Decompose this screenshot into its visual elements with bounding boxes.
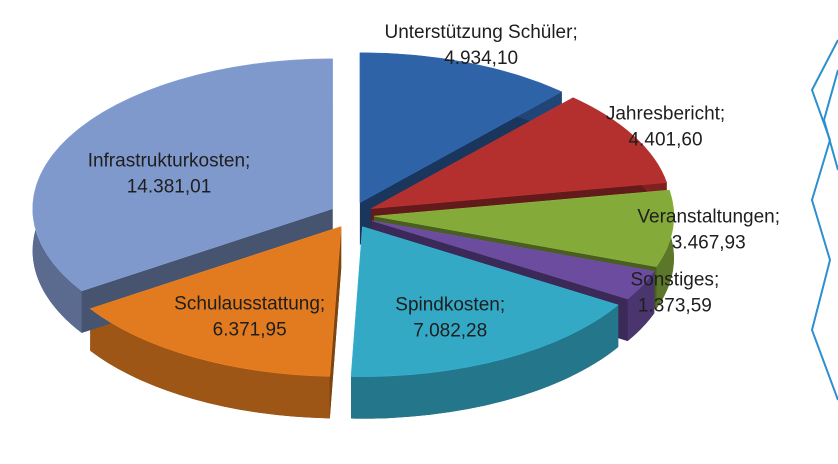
value-label: 14.381,01 xyxy=(127,177,212,198)
data-label: 4.934,10 xyxy=(444,48,518,69)
value-label: 7.082,28 xyxy=(413,321,487,342)
data-label: Veranstaltungen; xyxy=(637,206,780,227)
value-label: 6.371,95 xyxy=(213,319,287,340)
slice xyxy=(371,97,668,209)
slice xyxy=(89,226,342,377)
label-separator: ; xyxy=(775,206,780,227)
value-label: 4.401,60 xyxy=(629,130,703,151)
slice xyxy=(350,226,619,377)
slice-side xyxy=(627,271,655,342)
data-label: 6.371,95 xyxy=(213,319,287,340)
value-label: 3.467,93 xyxy=(672,232,746,253)
data-label: Unterstützung Schüler; xyxy=(384,22,577,43)
data-label: 3.467,93 xyxy=(672,232,746,253)
slice xyxy=(371,220,655,300)
category-label: Schulausstattung xyxy=(174,293,320,314)
label-separator: ; xyxy=(714,269,719,290)
category-label: Infrastrukturkosten xyxy=(88,151,245,172)
slice-wall xyxy=(329,226,342,419)
slice-side xyxy=(351,304,619,419)
data-label: Infrastrukturkosten; xyxy=(88,151,251,172)
category-label: Spindkosten xyxy=(395,295,500,316)
data-label: 14.381,01 xyxy=(127,177,212,198)
value-label: 1.373,59 xyxy=(638,295,712,316)
slice xyxy=(359,52,563,204)
labels: Unterstützung Schüler; 4.934,10 Jahresberi… xyxy=(88,22,780,342)
frame-line xyxy=(810,39,838,401)
slice xyxy=(373,189,675,267)
data-label: 1.373,59 xyxy=(638,295,712,316)
data-label: 7.082,28 xyxy=(413,321,487,342)
category-label: Sonstiges xyxy=(630,269,713,290)
value-label: 4.934,10 xyxy=(444,48,518,69)
frame-line xyxy=(822,69,838,171)
data-label: Sonstiges; xyxy=(630,269,719,290)
data-label: Jahresbericht; xyxy=(606,104,725,125)
label-separator: ; xyxy=(572,22,577,43)
data-label: Spindkosten; xyxy=(395,295,505,316)
data-label: Schulausstattung; xyxy=(174,293,325,314)
slice xyxy=(32,58,333,292)
data-label: 4.401,60 xyxy=(629,130,703,151)
category-label: Veranstaltungen xyxy=(637,206,774,227)
category-label: Unterstützung Schüler xyxy=(384,22,573,43)
decoration xyxy=(810,39,838,401)
label-separator: ; xyxy=(720,104,725,125)
pie xyxy=(32,52,675,419)
label-separator: ; xyxy=(245,151,250,172)
label-separator: ; xyxy=(320,293,325,314)
category-label: Jahresbericht xyxy=(606,104,721,125)
label-separator: ; xyxy=(500,295,505,316)
slice-side xyxy=(90,308,330,419)
